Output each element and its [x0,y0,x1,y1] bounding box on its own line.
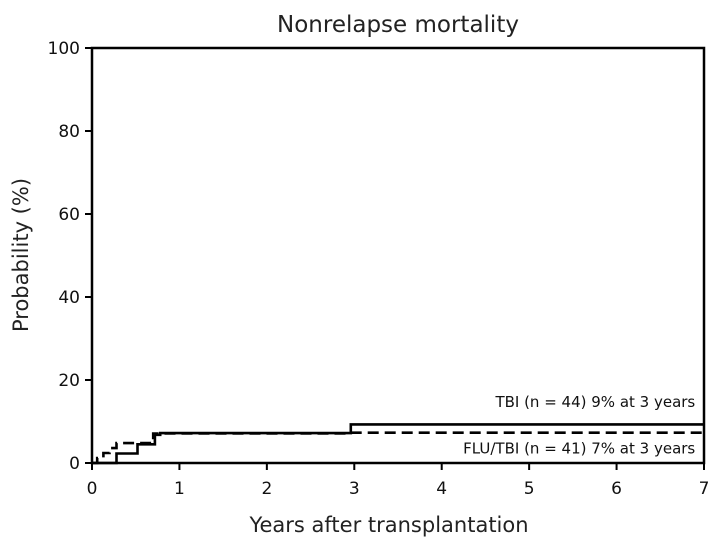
annotation-1: TBI (n = 44) 9% at 3 years [494,393,695,411]
y-tick-label: 40 [58,288,80,308]
annotations: TBI (n = 44) 9% at 3 years FLU/TBI (n = 4… [463,393,695,457]
x-tick-label: 6 [611,479,622,499]
x-axis: 0 1 2 3 4 5 6 7 [87,463,710,499]
x-tick-label: 5 [524,479,535,499]
y-tick-label: 0 [69,454,80,474]
plot-frame [90,46,706,465]
series-line-2 [92,431,704,465]
x-axis-label: Years after transplantation [248,513,528,537]
chart-title: Nonrelapse mortality [277,12,519,38]
y-tick-label: 80 [58,122,80,142]
x-tick-label: 3 [349,479,360,499]
y-axis-label: Probability (%) [9,178,33,332]
x-tick-label: 2 [261,479,272,499]
y-axis: 0 20 40 60 80 100 [48,39,92,474]
plot-area [90,46,706,465]
y-tick-label: 20 [58,371,80,391]
x-tick-label: 7 [699,479,710,499]
x-tick-label: 0 [87,479,98,499]
y-tick-label: 100 [48,39,80,59]
series-group [92,423,704,465]
x-tick-label: 4 [436,479,447,499]
annotation-2: FLU/TBI (n = 41) 7% at 3 years [463,439,695,457]
y-tick-label: 60 [58,205,80,225]
x-tick-label: 1 [174,479,185,499]
